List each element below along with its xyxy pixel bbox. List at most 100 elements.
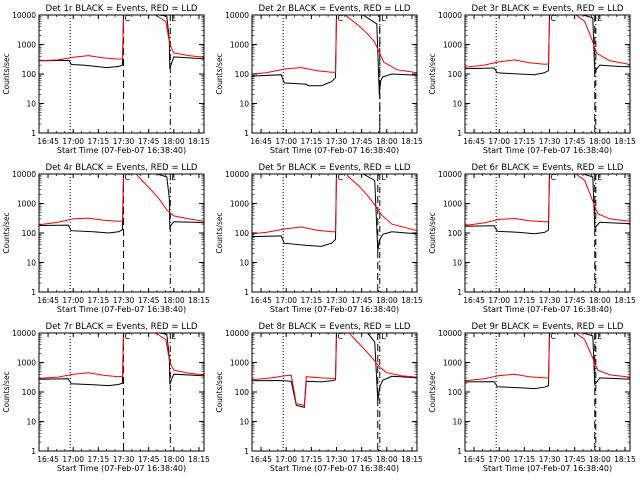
lld-series-line	[465, 15, 630, 68]
y-tick-label: 10000	[12, 170, 36, 179]
plot-area	[39, 174, 204, 292]
axes-frame	[251, 332, 418, 452]
panel-det-3r: Det 3r BLACK = Events, RED = LLDCL16:451…	[428, 4, 636, 155]
y-tick-label: 1000	[17, 41, 36, 50]
x-tick-label: 17:15	[301, 296, 323, 305]
x-tick-label: 16:45	[37, 296, 59, 305]
x-tick-label: 16:45	[250, 296, 272, 305]
events-series-line	[39, 174, 204, 234]
x-tick-label: 17:45	[351, 137, 373, 146]
y-tick-label: 10	[26, 259, 36, 268]
x-tick-label: 18:00	[163, 296, 185, 305]
x-tick-label: 17:30	[539, 137, 561, 146]
x-tick-label: 17:45	[138, 296, 160, 305]
y-tick-label: 1	[244, 447, 249, 456]
plot-area	[252, 333, 417, 451]
y-tick-label: 100	[22, 70, 37, 79]
x-tick-label: 17:45	[138, 137, 160, 146]
x-tick-label: 17:15	[301, 137, 323, 146]
y-axis-label: Counts/sec	[215, 212, 224, 253]
panel-det-1r: Det 1r BLACK = Events, RED = LLDCL16:451…	[2, 4, 210, 155]
y-tick-label: 10000	[225, 170, 249, 179]
x-tick-label: 16:45	[250, 455, 272, 464]
x-tick-label: 17:00	[62, 137, 84, 146]
lld-series-line	[39, 333, 204, 379]
plot-area	[39, 333, 204, 451]
plot-area	[465, 333, 630, 451]
y-tick-label: 100	[235, 70, 250, 79]
x-tick-label: 18:15	[614, 455, 636, 464]
marker-label-c: C	[125, 173, 131, 182]
y-tick-label: 10	[239, 100, 249, 109]
panel-title: Det 6r BLACK = Events, RED = LLD	[471, 163, 623, 173]
x-tick-label: 17:15	[88, 137, 110, 146]
axes-frame	[38, 332, 205, 452]
y-tick-label: 1	[457, 288, 462, 297]
y-axis-label: Counts/sec	[2, 371, 11, 412]
y-axis-label: Counts/sec	[428, 371, 437, 412]
y-tick-label: 10000	[225, 11, 249, 20]
x-tick-label: 17:15	[514, 137, 536, 146]
y-axis-label: Counts/sec	[215, 371, 224, 412]
plot-area	[465, 174, 630, 292]
y-tick-label: 1	[31, 288, 36, 297]
marker-label-l: L	[381, 332, 386, 341]
y-tick-label: 1000	[443, 41, 462, 50]
x-tick-label: 17:00	[275, 455, 297, 464]
y-tick-label: 100	[22, 388, 37, 397]
y-tick-label: 10000	[438, 170, 462, 179]
y-tick-label: 10000	[438, 329, 462, 338]
y-tick-label: 100	[235, 229, 250, 238]
y-tick-label: 100	[448, 70, 463, 79]
panel-title: Det 2r BLACK = Events, RED = LLD	[258, 4, 410, 14]
y-tick-label: 10	[26, 418, 36, 427]
y-tick-label: 100	[448, 388, 463, 397]
x-tick-label: 17:15	[88, 455, 110, 464]
x-tick-label: 18:15	[401, 137, 423, 146]
x-axis-label: Start Time (07-Feb-07 16:38:40)	[57, 464, 186, 473]
y-tick-label: 10	[26, 100, 36, 109]
axes-frame	[38, 14, 205, 134]
x-tick-label: 16:45	[37, 137, 59, 146]
x-tick-label: 17:15	[514, 455, 536, 464]
plot-area	[465, 15, 630, 133]
x-tick-label: 17:00	[275, 296, 297, 305]
y-tick-label: 1	[457, 129, 462, 138]
marker-label-c: C	[551, 173, 557, 182]
marker-label-c: C	[338, 14, 344, 23]
y-tick-label: 10	[239, 418, 249, 427]
x-tick-label: 18:00	[376, 455, 398, 464]
y-axis-label: Counts/sec	[428, 53, 437, 94]
x-tick-label: 18:00	[376, 137, 398, 146]
panel-title: Det 7r BLACK = Events, RED = LLD	[45, 322, 197, 332]
axes-frame	[464, 14, 631, 134]
lld-series-line	[465, 174, 630, 226]
marker-label-c: C	[551, 14, 557, 23]
x-axis-label: Start Time (07-Feb-07 16:38:40)	[483, 146, 612, 155]
lld-series-line	[252, 15, 417, 75]
x-tick-label: 16:45	[463, 137, 485, 146]
panel-title: Det 8r BLACK = Events, RED = LLD	[258, 322, 410, 332]
lld-series-line	[39, 174, 204, 226]
x-tick-label: 17:30	[539, 296, 561, 305]
x-tick-label: 18:15	[188, 455, 210, 464]
panel-title: Det 1r BLACK = Events, RED = LLD	[45, 4, 197, 14]
x-tick-label: 17:00	[62, 296, 84, 305]
x-axis-label: Start Time (07-Feb-07 16:38:40)	[483, 305, 612, 314]
y-tick-label: 1	[244, 288, 249, 297]
events-series-line	[252, 174, 417, 251]
x-tick-label: 17:30	[326, 296, 348, 305]
y-tick-label: 10000	[12, 329, 36, 338]
x-tick-label: 17:15	[514, 296, 536, 305]
marker-label-c: C	[551, 332, 557, 341]
lld-series-line	[252, 174, 417, 235]
lld-series-line	[465, 333, 630, 382]
plot-area	[252, 15, 417, 133]
axes-frame	[251, 173, 418, 293]
marker-label-l: L	[381, 14, 386, 23]
x-tick-label: 18:00	[589, 296, 611, 305]
x-axis-label: Start Time (07-Feb-07 16:38:40)	[270, 305, 399, 314]
panel-det-4r: Det 4r BLACK = Events, RED = LLDCL16:451…	[2, 163, 210, 314]
